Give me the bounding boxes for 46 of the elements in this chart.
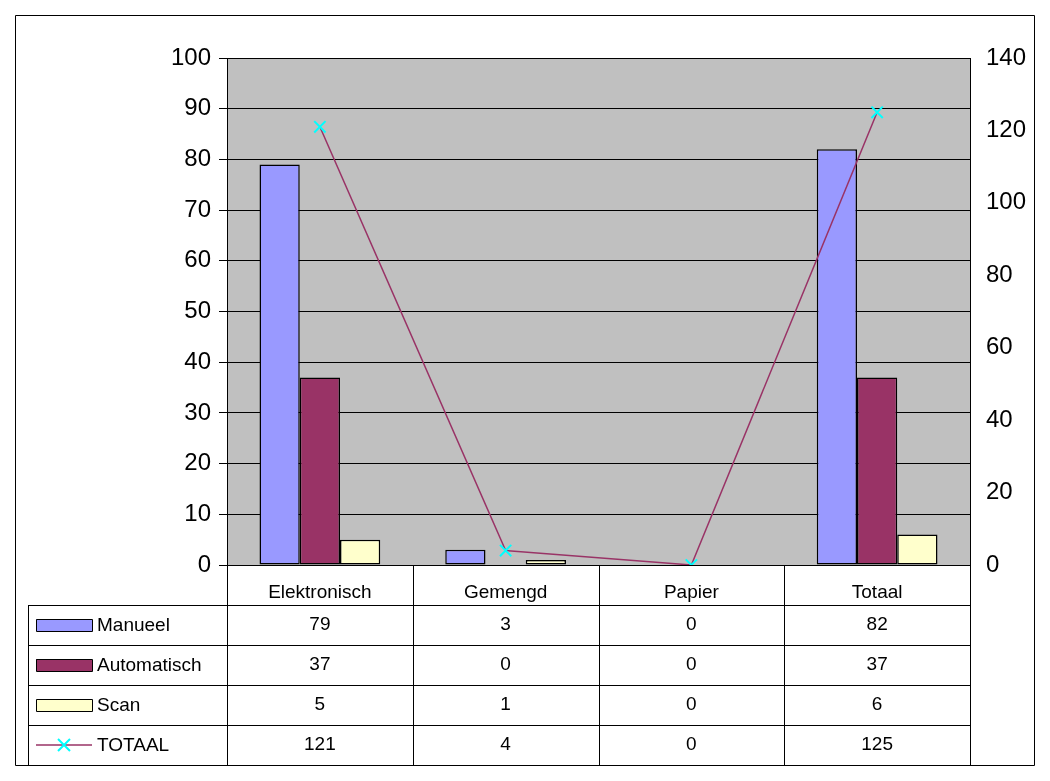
point xyxy=(313,120,327,134)
y2-tick-label: 20 xyxy=(986,477,1013,505)
data-label: 0 xyxy=(686,613,697,635)
data-label: 121 xyxy=(304,733,336,755)
y-tick-label: 10 xyxy=(184,498,211,526)
y-tick-label: 70 xyxy=(184,194,211,222)
data-label: 1 xyxy=(500,693,511,715)
y2-tick-label: 40 xyxy=(986,404,1013,432)
data-label: 0 xyxy=(686,733,697,755)
data-label: 0 xyxy=(500,653,511,675)
legend-label: Scan xyxy=(97,694,141,716)
x-tick-label: Totaal xyxy=(851,580,903,602)
y-tick-label: 100 xyxy=(170,42,211,70)
legend-label: Manueel xyxy=(97,614,170,636)
data-label: 3 xyxy=(500,613,511,635)
data-label: 79 xyxy=(309,613,331,635)
point xyxy=(498,543,513,558)
legend-label: Automatisch xyxy=(97,654,202,676)
y2-tick-label: 80 xyxy=(986,259,1013,287)
data-label: 5 xyxy=(314,693,326,715)
y-tick-label: 90 xyxy=(184,93,211,121)
data-label: 82 xyxy=(866,613,888,635)
y2-tick-label: 0 xyxy=(986,549,1000,577)
data-label: 37 xyxy=(866,653,888,675)
x-tick-label: Gemengd xyxy=(463,580,548,602)
data-label: 125 xyxy=(861,733,893,755)
y-tick-label: 20 xyxy=(184,448,211,476)
data-label: 4 xyxy=(500,733,512,755)
data-label: 6 xyxy=(871,693,883,715)
data-label: 37 xyxy=(309,653,331,675)
x-tick-label: Papier xyxy=(663,580,720,602)
y-tick-label: 50 xyxy=(184,296,211,324)
y2-tick-label: 120 xyxy=(986,115,1027,143)
y2-tick-label: 60 xyxy=(986,332,1013,360)
point xyxy=(870,105,884,119)
y-tick-label: 60 xyxy=(184,245,211,273)
legend-label: TOTAAL xyxy=(97,734,170,756)
y-tick-label: 40 xyxy=(184,346,211,374)
x-tick-label: Elektronisch xyxy=(268,580,372,602)
y-tick-label: 80 xyxy=(184,144,211,172)
y-tick-label: 0 xyxy=(197,549,211,577)
y2-tick-label: 100 xyxy=(986,187,1027,215)
y-tick-label: 30 xyxy=(184,397,211,425)
data-label: 0 xyxy=(686,653,697,675)
data-label: 0 xyxy=(686,693,697,715)
y2-tick-label: 140 xyxy=(986,42,1027,70)
